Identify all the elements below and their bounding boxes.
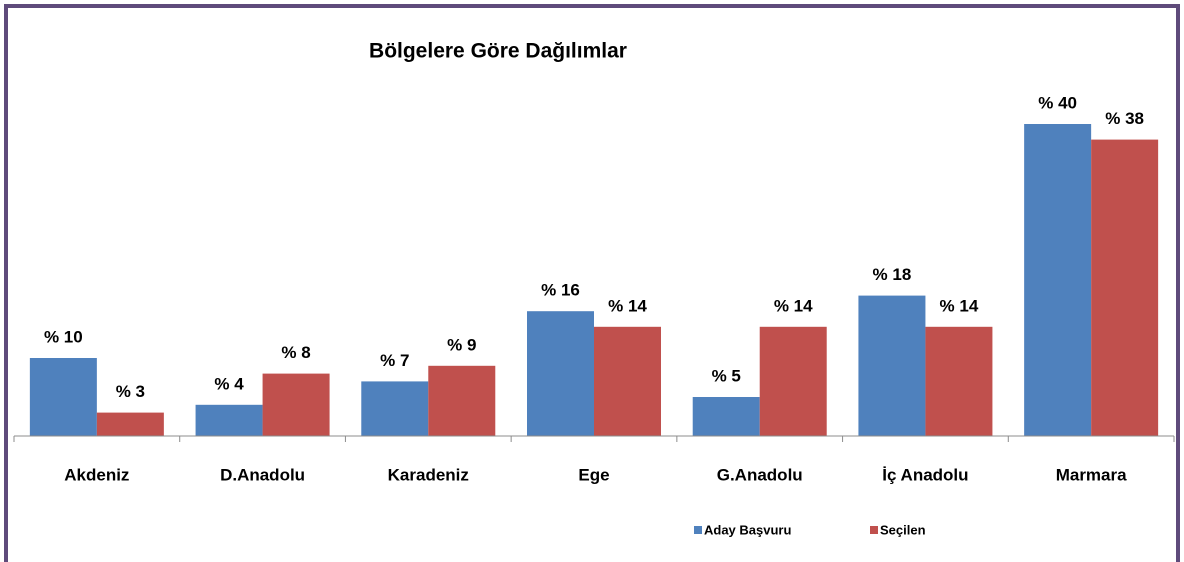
value-label: % 14 bbox=[940, 296, 979, 315]
x-tick-label: G.Anadolu bbox=[717, 465, 803, 484]
bar bbox=[29, 358, 97, 436]
bar bbox=[594, 326, 661, 436]
bar bbox=[428, 365, 496, 436]
value-label: % 40 bbox=[1038, 93, 1077, 112]
value-label: % 4 bbox=[214, 374, 244, 393]
value-label: % 16 bbox=[541, 281, 580, 300]
bar bbox=[96, 412, 164, 436]
value-label: % 8 bbox=[281, 343, 310, 362]
bar bbox=[262, 373, 330, 436]
bar bbox=[361, 381, 429, 436]
value-label: % 9 bbox=[447, 335, 476, 354]
bar bbox=[1091, 139, 1159, 436]
frame bbox=[4, 4, 1180, 562]
bar bbox=[195, 404, 263, 436]
value-label: % 38 bbox=[1105, 109, 1144, 128]
legend-swatch bbox=[694, 526, 702, 534]
x-tick-label: Marmara bbox=[1056, 465, 1127, 484]
chart-title: Bölgelere Göre Dağılımlar bbox=[369, 40, 627, 63]
value-label: % 3 bbox=[116, 382, 145, 401]
value-label: % 5 bbox=[712, 366, 741, 385]
bar bbox=[759, 326, 827, 436]
x-tick-label: Akdeniz bbox=[64, 465, 129, 484]
value-label: % 14 bbox=[774, 296, 813, 315]
bar bbox=[1024, 124, 1092, 436]
bar bbox=[925, 326, 993, 436]
legend-swatch bbox=[870, 526, 878, 534]
value-label: % 7 bbox=[380, 351, 409, 370]
legend-label: Aday Başvuru bbox=[704, 522, 791, 537]
bar bbox=[692, 397, 760, 436]
value-label: % 18 bbox=[873, 265, 912, 284]
bar bbox=[527, 311, 594, 436]
x-tick-label: D.Anadolu bbox=[220, 465, 305, 484]
legend-label: Seçilen bbox=[880, 522, 926, 537]
x-tick-label: Ege bbox=[578, 465, 609, 484]
x-tick-label: Karadeniz bbox=[388, 465, 469, 484]
value-label: % 14 bbox=[608, 296, 647, 315]
value-label: % 10 bbox=[44, 327, 83, 346]
x-tick-label: İç Anadolu bbox=[882, 465, 968, 484]
bar bbox=[858, 295, 926, 436]
